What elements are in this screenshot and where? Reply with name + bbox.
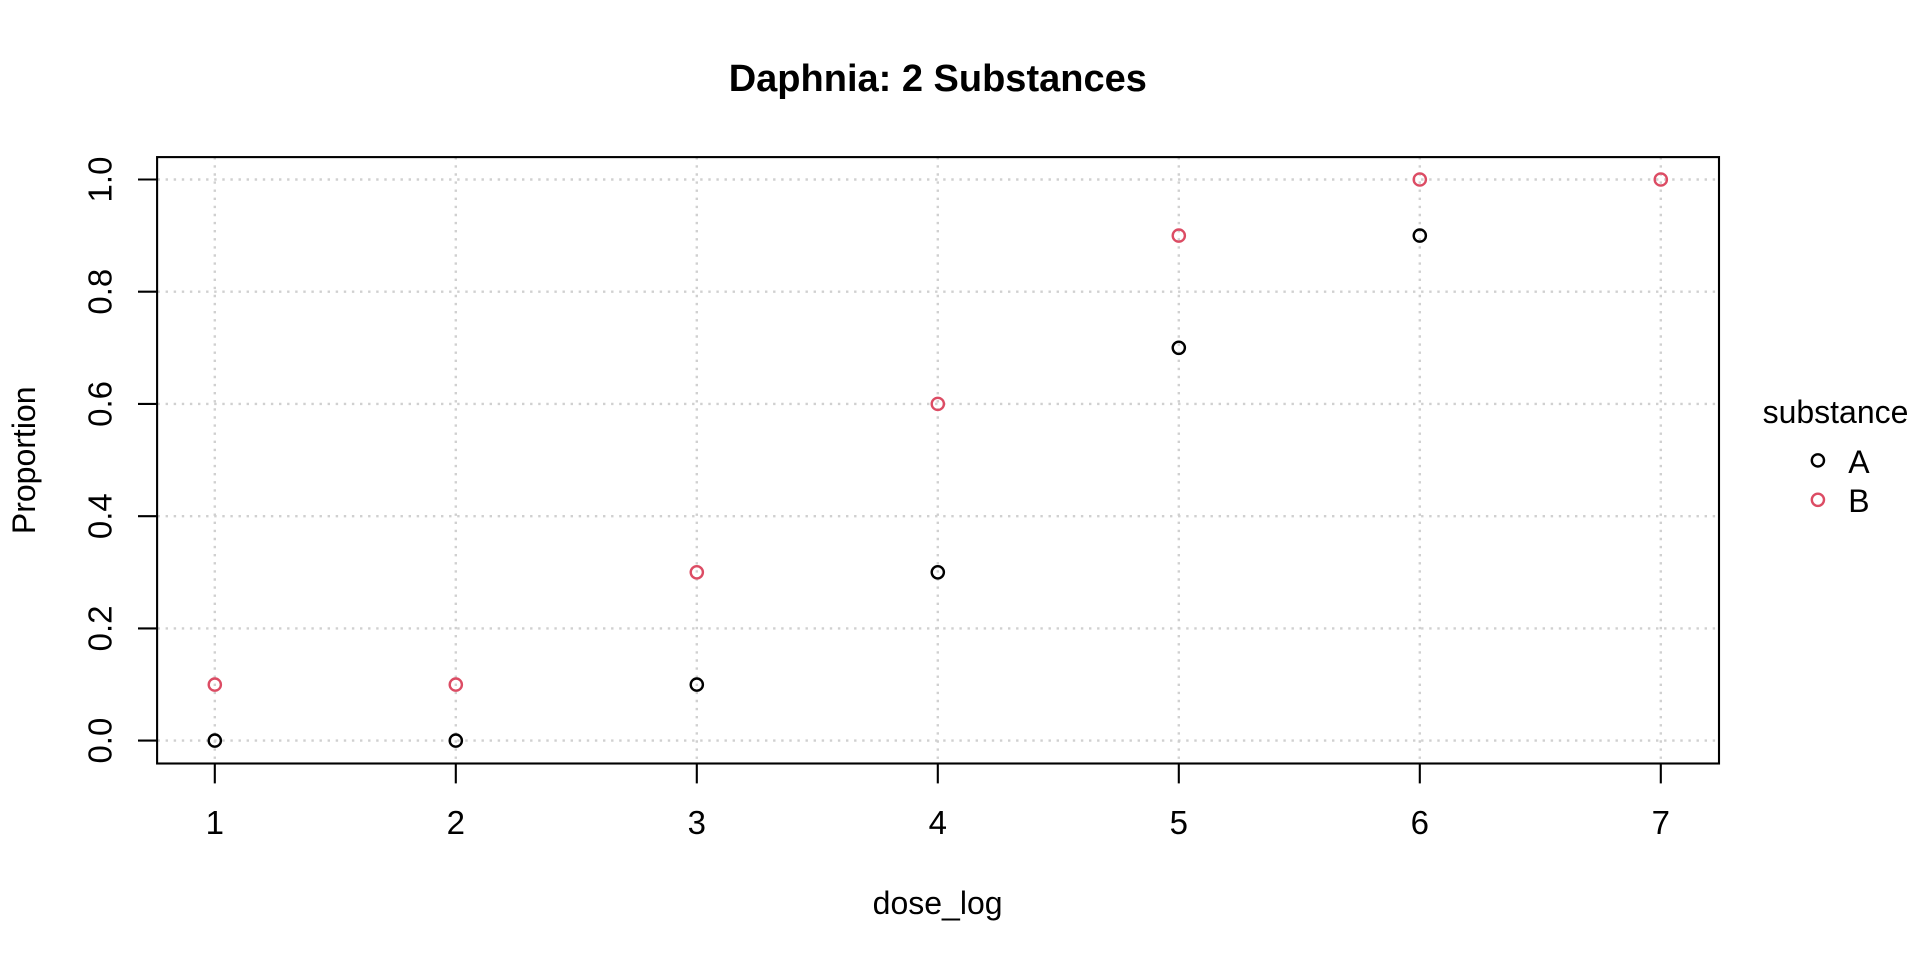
- svg-text:Proportion: Proportion: [6, 386, 42, 534]
- svg-text:0.6: 0.6: [82, 381, 119, 427]
- svg-text:0.4: 0.4: [82, 493, 119, 539]
- svg-text:4: 4: [929, 804, 947, 841]
- svg-text:0.0: 0.0: [82, 718, 119, 764]
- svg-text:6: 6: [1411, 804, 1429, 841]
- svg-text:3: 3: [688, 804, 706, 841]
- svg-text:0.8: 0.8: [82, 269, 119, 315]
- svg-text:1.0: 1.0: [82, 157, 119, 203]
- svg-text:2: 2: [447, 804, 465, 841]
- svg-text:A: A: [1848, 444, 1870, 480]
- svg-text:1: 1: [206, 804, 224, 841]
- svg-text:dose_log: dose_log: [873, 885, 1003, 921]
- svg-text:Daphnia: 2 Substances: Daphnia: 2 Substances: [729, 58, 1147, 100]
- svg-text:substance: substance: [1763, 394, 1909, 430]
- svg-text:0.2: 0.2: [82, 605, 119, 651]
- svg-text:7: 7: [1652, 804, 1670, 841]
- svg-text:B: B: [1848, 483, 1869, 519]
- svg-text:5: 5: [1170, 804, 1188, 841]
